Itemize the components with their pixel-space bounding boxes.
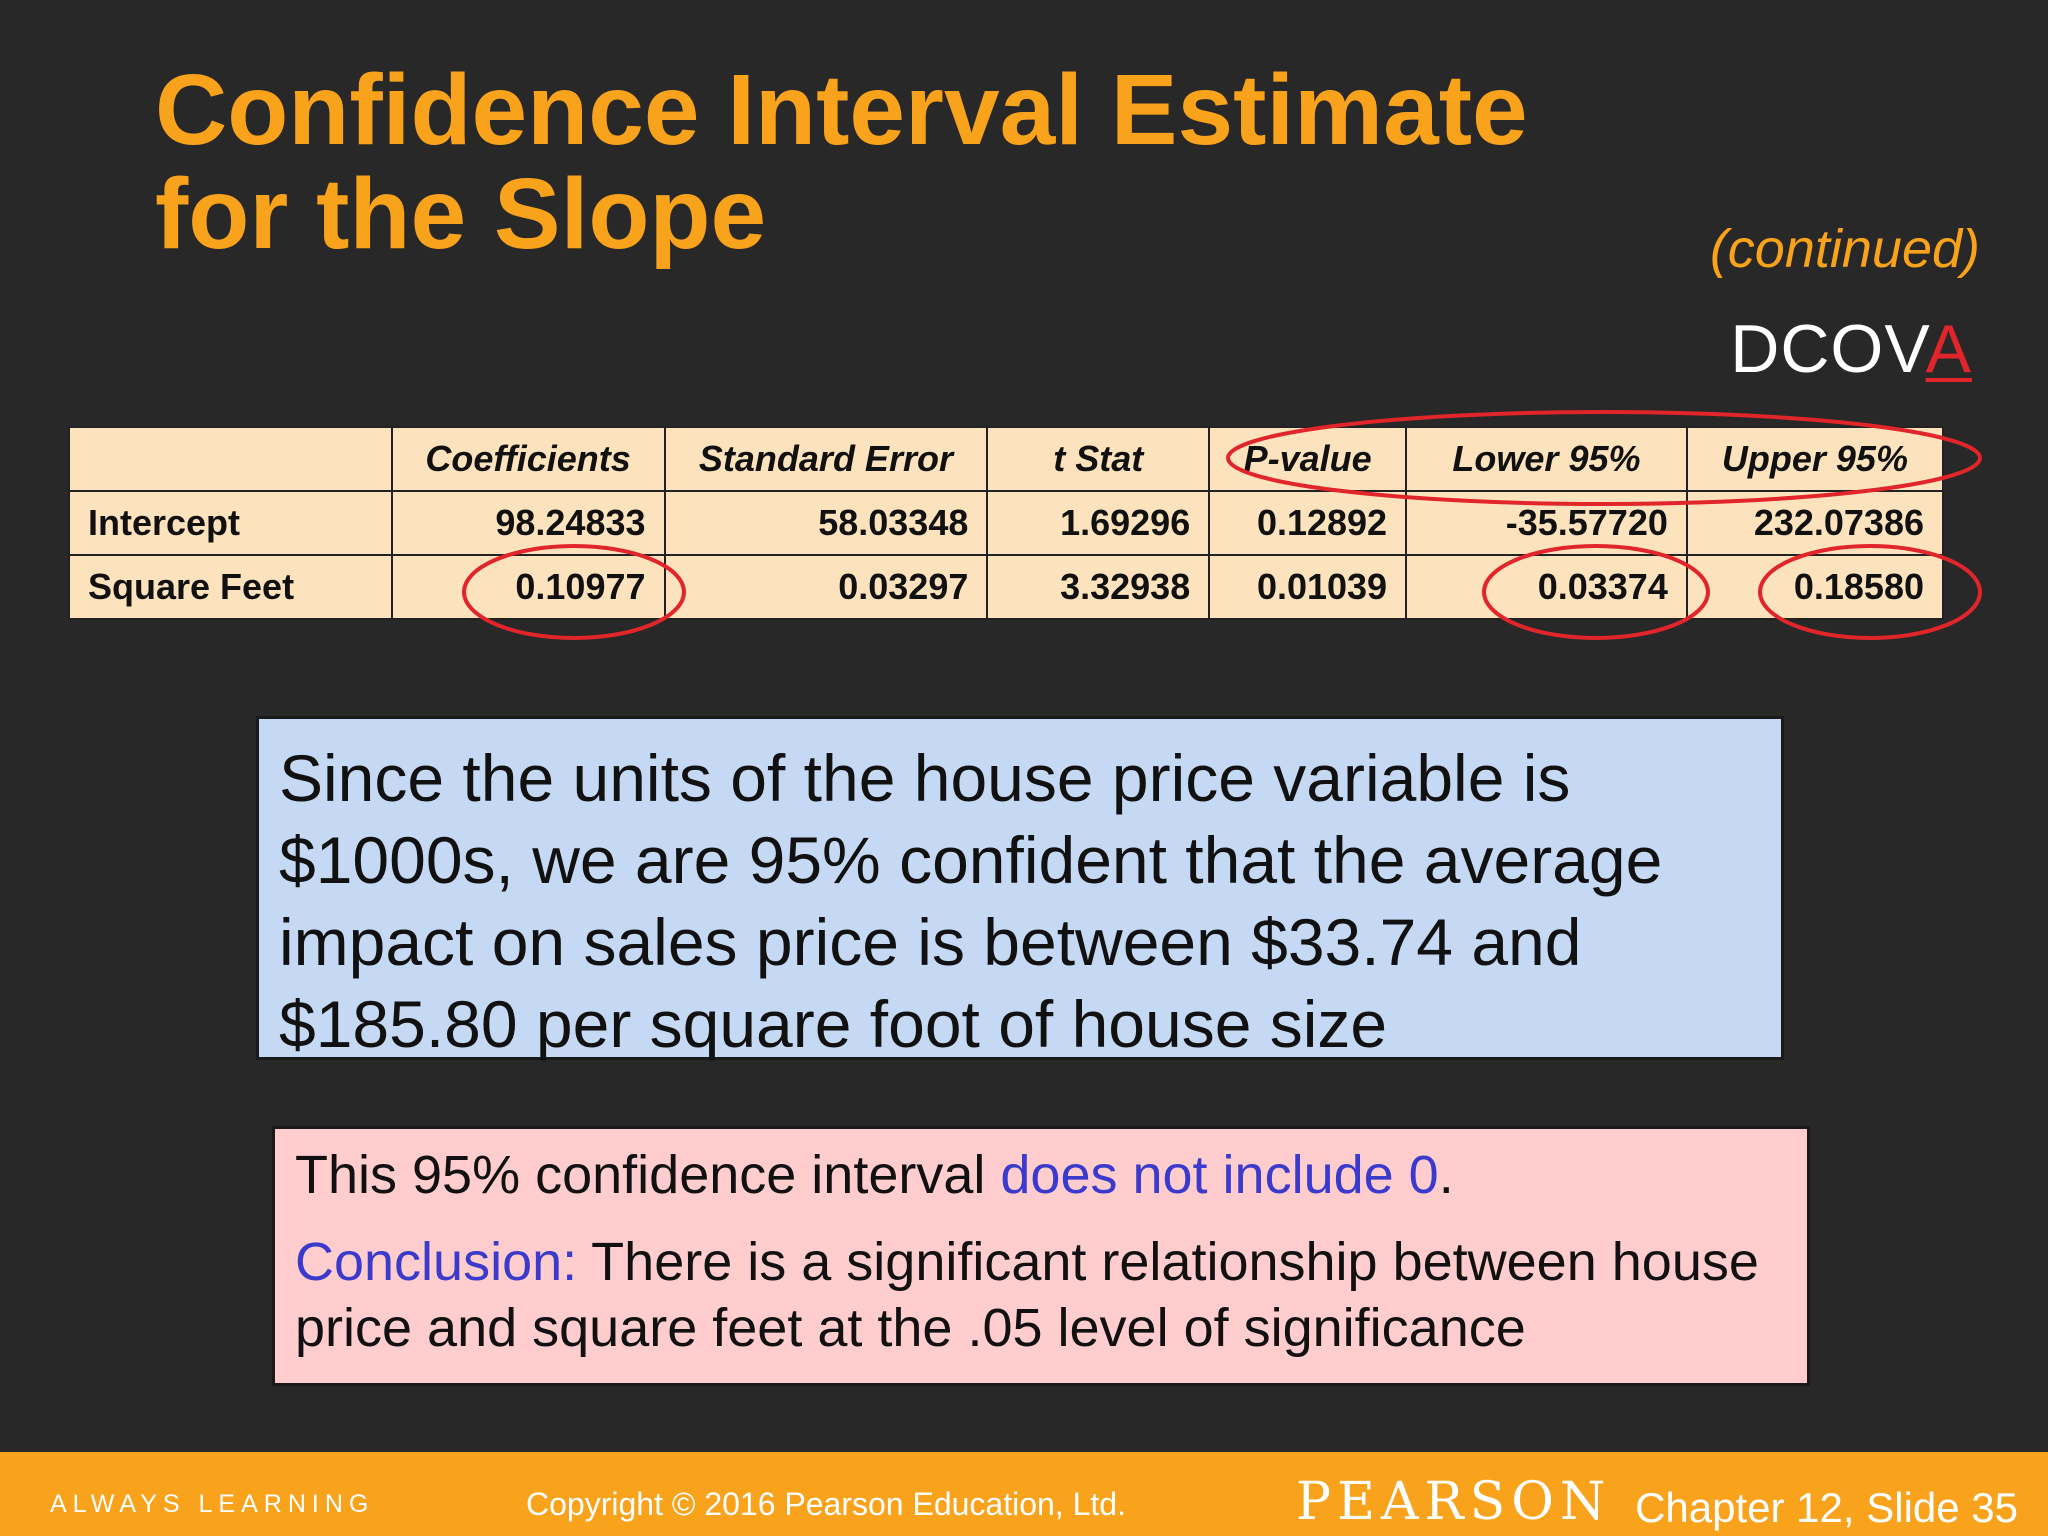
table-cell: 0.01039 xyxy=(1208,554,1408,620)
table-row-square-feet: Square Feet 0.10977 0.03297 3.32938 0.01… xyxy=(68,554,1945,620)
interval-statement-text: This 95% confidence interval xyxy=(295,1145,1001,1205)
table-header-row: Coefficients Standard Error t Stat P-val… xyxy=(68,426,1945,492)
row-label: Square Feet xyxy=(68,554,393,620)
slide-title-line-2: for the Slope xyxy=(155,158,767,270)
footer-bar: ALWAYS LEARNING Copyright © 2016 Pearson… xyxy=(0,1452,2048,1536)
conclusion-label: Conclusion: xyxy=(295,1232,578,1292)
header-cell-standard-error: Standard Error xyxy=(663,426,989,492)
table-cell: -35.57720 xyxy=(1405,490,1688,556)
continued-label: (continued) xyxy=(1709,219,1980,279)
interpretation-box: Since the units of the house price varia… xyxy=(256,716,1784,1061)
dcova-prefix: DCOV xyxy=(1730,311,1926,387)
header-cell-lower-95: Lower 95% xyxy=(1405,426,1688,492)
table-cell: 0.03297 xyxy=(663,554,989,620)
header-cell-t-stat: t Stat xyxy=(986,426,1211,492)
dcova-label: DCOVA xyxy=(1730,310,1972,388)
table-cell: 58.03348 xyxy=(663,490,989,556)
table-cell: 0.10977 xyxy=(390,554,666,620)
conclusion-box: This 95% confidence interval does not in… xyxy=(272,1126,1810,1386)
table-cell: 0.18580 xyxy=(1685,554,1945,620)
header-cell-blank xyxy=(68,426,393,492)
table-cell: 3.32938 xyxy=(986,554,1211,620)
footer-copyright: Copyright © 2016 Pearson Education, Ltd. xyxy=(526,1486,1126,1522)
table-cell: 98.24833 xyxy=(390,490,666,556)
slide-reference: Chapter 12, Slide 35 xyxy=(1635,1484,2018,1531)
slide-title: Confidence Interval Estimate for the Slo… xyxy=(155,58,1528,266)
interval-statement-highlight: does not include 0 xyxy=(1000,1145,1439,1205)
table-cell: 0.03374 xyxy=(1405,554,1688,620)
conclusion-text: There is a significant relationship betw… xyxy=(295,1232,1759,1358)
pearson-logo: PEARSON xyxy=(1296,1472,1612,1532)
table-cell: 232.07386 xyxy=(1685,490,1945,556)
interval-statement-period: . xyxy=(1438,1145,1454,1205)
table-cell: 0.12892 xyxy=(1208,490,1408,556)
dcova-highlight: A xyxy=(1925,311,1972,387)
header-cell-p-value: P-value xyxy=(1208,426,1408,492)
row-label: Intercept xyxy=(68,490,393,556)
footer-tagline: ALWAYS LEARNING xyxy=(50,1490,375,1518)
conclusion-statement: Conclusion: There is a significant relat… xyxy=(295,1229,1787,1361)
table-cell: 1.69296 xyxy=(986,490,1211,556)
regression-output-table: Coefficients Standard Error t Stat P-val… xyxy=(68,426,1945,620)
header-cell-coefficients: Coefficients xyxy=(390,426,666,492)
interval-statement: This 95% confidence interval does not in… xyxy=(295,1143,1787,1207)
table-row-intercept: Intercept 98.24833 58.03348 1.69296 0.12… xyxy=(68,490,1945,556)
header-cell-upper-95: Upper 95% xyxy=(1685,426,1945,492)
slide-title-line-1: Confidence Interval Estimate xyxy=(155,54,1528,166)
